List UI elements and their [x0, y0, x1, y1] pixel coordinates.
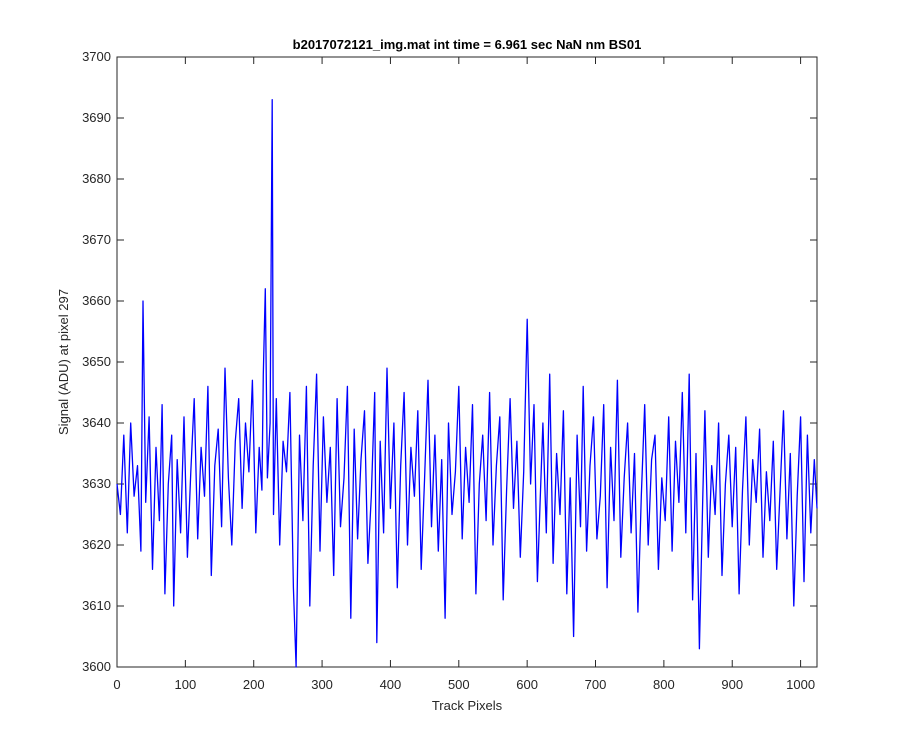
series-line — [116, 99, 818, 668]
y-tick-label: 3620 — [82, 537, 111, 552]
x-tick-label: 400 — [380, 677, 402, 692]
y-tick-label: 3610 — [82, 598, 111, 613]
x-tick-label: 1000 — [786, 677, 815, 692]
y-axis-label: Signal (ADU) at pixel 297 — [56, 289, 71, 435]
x-tick-label: 700 — [585, 677, 607, 692]
x-tick-label: 100 — [175, 677, 197, 692]
y-tick-label: 3650 — [82, 354, 111, 369]
x-tick-label: 800 — [653, 677, 675, 692]
x-tick-label: 600 — [516, 677, 538, 692]
y-axis: 3600 3610 3620 3630 3640 3650 3660 3670 3680 3690… — [82, 49, 817, 674]
y-tick-label: 3690 — [82, 110, 111, 125]
chart-title: b2017072121_img.mat int time = 6.961 sec… — [293, 37, 642, 52]
y-tick-label: 3640 — [82, 415, 111, 430]
x-tick-label: 900 — [721, 677, 743, 692]
x-tick-label: 300 — [311, 677, 333, 692]
y-tick-label: 3680 — [82, 171, 111, 186]
y-tick-label: 3600 — [82, 659, 111, 674]
y-tick-label: 3630 — [82, 476, 111, 491]
plot-area — [116, 56, 818, 668]
x-tick-label: 200 — [243, 677, 265, 692]
x-tick-label: 500 — [448, 677, 470, 692]
series-layer — [116, 99, 818, 668]
y-tick-label: 3660 — [82, 293, 111, 308]
y-tick-label: 3700 — [82, 49, 111, 64]
x-axis-label: Track Pixels — [432, 698, 503, 713]
x-axis: 0 100 200 300 400 500 600 700 800 900 1000 — [113, 57, 815, 692]
x-tick-label: 0 — [113, 677, 120, 692]
y-tick-label: 3670 — [82, 232, 111, 247]
